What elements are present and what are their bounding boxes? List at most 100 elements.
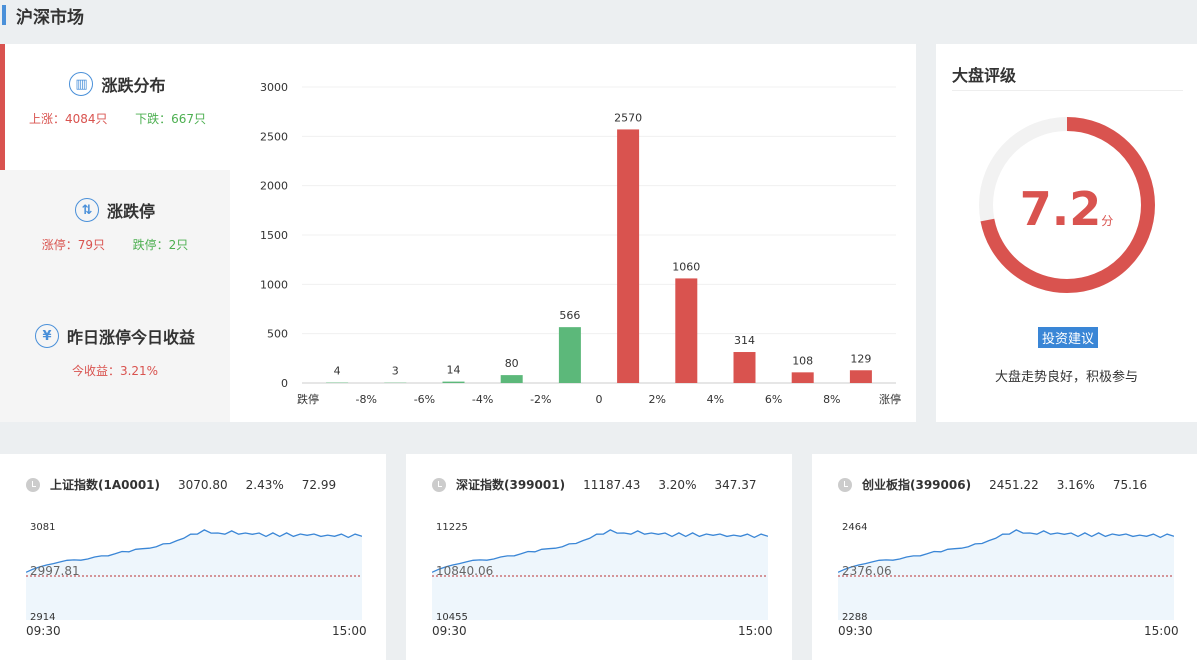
index-base: 2997.81 [30, 564, 80, 578]
index-price: 11187.43 [583, 477, 641, 492]
page-header: 沪深市场 [0, 0, 84, 30]
x-tick-label: 2% [648, 393, 665, 406]
x-tick-label: -6% [414, 393, 435, 406]
y-tick-label: 1000 [260, 278, 288, 291]
x-tick-label: 涨停 [879, 392, 901, 406]
bar-value-label: 108 [792, 354, 813, 367]
bar-value-label: 566 [559, 309, 580, 322]
score-unit: 分 [1101, 214, 1114, 228]
tab-distribution[interactable]: ▥ 涨跌分布 上涨：4084只 下跌：667只 [0, 44, 230, 170]
index-name: 深证指数(399001) [456, 478, 566, 492]
index-high: 11225 [436, 522, 468, 533]
tab-limit-label: 涨跌停 [106, 202, 155, 221]
yen-icon: ¥ [34, 324, 59, 348]
sparkline-line [26, 529, 362, 573]
index-high: 3081 [30, 522, 56, 533]
time-start: 09:30 [838, 624, 873, 638]
x-tick-label: -2% [530, 393, 551, 406]
down-count: 下跌：667只 [135, 112, 207, 126]
index-high: 2464 [842, 522, 868, 533]
tab-limit[interactable]: ⇅ 涨跌停 涨停：79只 跌停：2只 [0, 170, 230, 296]
page-title: 沪深市场 [16, 7, 84, 28]
bar [791, 372, 814, 383]
bar-value-label: 314 [734, 334, 755, 347]
clock-icon [26, 477, 40, 492]
index-name: 上证指数(1A0001) [50, 478, 161, 492]
distribution-panel: ▥ 涨跌分布 上涨：4084只 下跌：667只 ⇅ 涨跌停 涨停：79只 跌停：… [0, 44, 916, 422]
tab-distribution-label: 涨跌分布 [101, 76, 166, 95]
bar-value-label: 129 [850, 352, 871, 365]
rating-divider [952, 90, 1183, 91]
rating-score: 7.2分 [936, 182, 1197, 236]
rating-panel: 大盘评级 7.2分 投资建议 大盘走势良好，积极参与 [936, 44, 1197, 422]
limit-down-count: 跌停：2只 [132, 238, 189, 252]
index-base: 2376.06 [842, 564, 892, 578]
index-low: 10455 [436, 612, 468, 623]
up-down-arrow-icon: ⇅ [74, 198, 99, 222]
sparkline-area [26, 529, 362, 620]
x-tick-label: 0 [596, 393, 603, 406]
index-sparkline [838, 529, 1174, 620]
index-price: 2451.22 [989, 477, 1039, 492]
index-pct: 3.20% [658, 477, 697, 492]
index-pct: 3.16% [1056, 477, 1095, 492]
investment-advice-button[interactable]: 投资建议 [1038, 327, 1099, 348]
bar-value-label: 3 [392, 365, 399, 378]
sparkline-area [432, 529, 768, 620]
bar-value-label: 80 [505, 357, 519, 370]
x-tick-label: 4% [707, 393, 724, 406]
index-card-sz[interactable]: 深证指数(399001) 11187.43 3.20% 347.37 11225… [406, 454, 792, 660]
index-change: 72.99 [301, 477, 337, 492]
time-end: 15:00 [1144, 624, 1179, 638]
bar-value-label: 2570 [614, 111, 642, 124]
y-tick-label: 3000 [260, 81, 288, 94]
index-base: 10840.06 [436, 564, 494, 578]
score-value: 7.2 [1019, 182, 1102, 236]
bar [558, 327, 581, 383]
bar [675, 278, 698, 383]
index-change: 75.16 [1112, 477, 1148, 492]
index-card-sh[interactable]: 上证指数(1A0001) 3070.80 2.43% 72.99 3081 29… [0, 454, 386, 660]
bar-value-label: 1060 [672, 260, 700, 273]
limit-up-count: 涨停：79只 [41, 238, 105, 252]
tab-yesterday-limit[interactable]: ¥ 昨日涨停今日收益 今收益：3.21% [0, 296, 230, 422]
y-tick-label: 500 [267, 328, 288, 341]
bar [442, 381, 465, 383]
y-tick-label: 1500 [260, 229, 288, 242]
time-end: 15:00 [332, 624, 367, 638]
sparkline-line [838, 529, 1174, 573]
y-tick-label: 2500 [260, 130, 288, 143]
bar [849, 370, 872, 383]
sparkline-line [432, 529, 768, 573]
distribution-chart: 0 500 1000 1500 2000 2500 3000 跌停 -8% -6% -4% -2% 0 2… [260, 81, 901, 406]
x-tick-label: 跌停 [297, 392, 319, 406]
x-tick-label: 8% [823, 393, 840, 406]
index-price: 3070.80 [178, 477, 228, 492]
x-tick-label: 6% [765, 393, 782, 406]
y-tick-label: 0 [281, 377, 288, 390]
sparkline-area [838, 529, 1174, 620]
bar [500, 375, 523, 383]
index-name: 创业板指(399006) [862, 478, 972, 492]
tab-yesterday-label: 昨日涨停今日收益 [66, 328, 195, 347]
up-count: 上涨：4084只 [28, 112, 108, 126]
rating-title: 大盘评级 [952, 66, 1017, 85]
rating-gauge [979, 117, 1155, 293]
bar [617, 129, 640, 383]
x-tick-label: -8% [355, 393, 376, 406]
y-tick-label: 2000 [260, 180, 288, 193]
clock-icon [432, 477, 446, 492]
bar-value-label: 14 [447, 364, 461, 377]
clock-icon [838, 477, 852, 492]
x-tick-label: -4% [472, 393, 493, 406]
bar-chart-icon: ▥ [69, 72, 94, 96]
index-card-cyb[interactable]: 创业板指(399006) 2451.22 3.16% 75.16 2464 23… [812, 454, 1197, 660]
index-low: 2288 [842, 612, 868, 623]
bar-value-label: 4 [334, 365, 341, 378]
index-pct: 2.43% [245, 477, 284, 492]
gauge-arc [979, 117, 1155, 293]
time-start: 09:30 [432, 624, 467, 638]
bar [733, 352, 756, 383]
time-end: 15:00 [738, 624, 773, 638]
advice-text: 大盘走势良好，积极参与 [994, 370, 1138, 385]
